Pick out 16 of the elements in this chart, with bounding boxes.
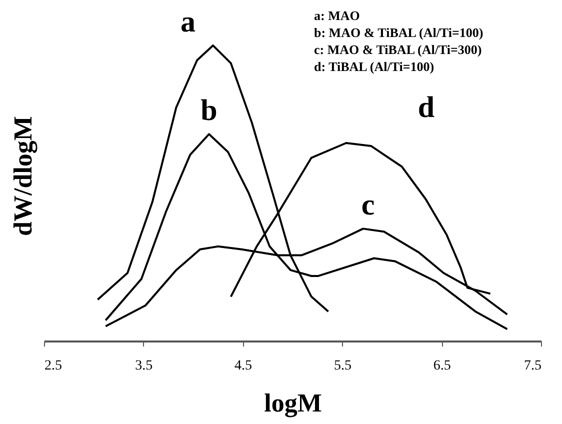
text: a: MAO — [314, 8, 360, 23]
text: a — [180, 5, 196, 38]
annotation: d — [418, 90, 435, 124]
annotation: c — [361, 188, 375, 222]
annotation: b — [200, 94, 218, 128]
x-axis-title: logM — [264, 388, 322, 418]
x-tick-label: 6.5 — [433, 358, 451, 374]
x-tick-label: 2.5 — [44, 358, 62, 374]
annotation: d: TiBAL (Al/Ti=100) — [314, 59, 434, 74]
x-tick-label: 3.5 — [135, 358, 153, 374]
x-tick-label: 7.5 — [524, 358, 542, 374]
x-tick-label: 5.5 — [334, 358, 352, 374]
annotation: c: MAO & TiBAL (Al/Ti=300) — [314, 42, 482, 57]
y-axis-title: dW/dlogM — [8, 116, 38, 236]
x-tick-label: 4.5 — [234, 358, 252, 374]
text: b: MAO & TiBAL (Al/Ti=100) — [314, 25, 484, 40]
